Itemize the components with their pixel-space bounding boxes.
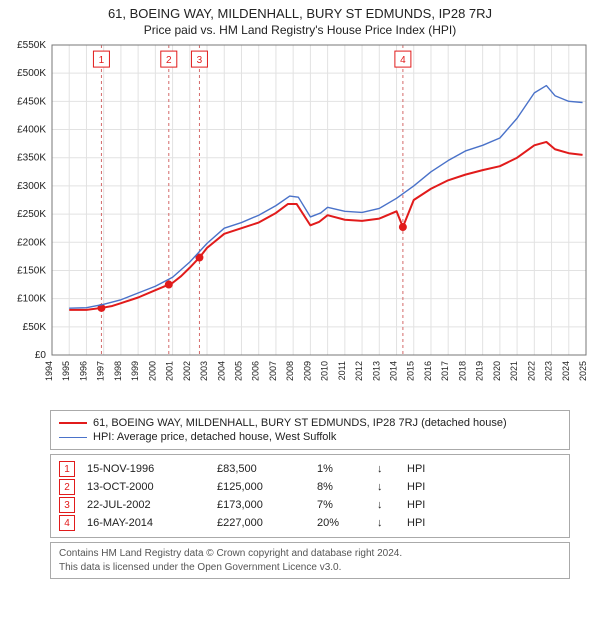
svg-text:2000: 2000 [147, 361, 157, 381]
svg-text:2002: 2002 [182, 361, 192, 381]
arrow-down-icon: ↓ [377, 463, 407, 475]
svg-text:£400K: £400K [17, 125, 46, 136]
event-row: 4 16-MAY-2014£227,00020%↓HPI [59, 515, 561, 531]
event-price: £125,000 [217, 481, 317, 493]
svg-text:2014: 2014 [389, 361, 399, 381]
svg-text:4: 4 [400, 55, 406, 66]
event-vs: HPI [407, 481, 561, 493]
arrow-down-icon: ↓ [377, 517, 407, 529]
event-date: 13-OCT-2000 [87, 481, 217, 493]
svg-text:1999: 1999 [130, 361, 140, 381]
svg-text:2001: 2001 [165, 361, 175, 381]
svg-text:2010: 2010 [320, 361, 330, 381]
events-table: 115-NOV-1996£83,5001%↓HPI213-OCT-2000£12… [50, 454, 570, 538]
svg-text:2009: 2009 [302, 361, 312, 381]
title-subtitle: Price paid vs. HM Land Registry's House … [10, 23, 590, 37]
svg-text:£250K: £250K [17, 209, 46, 220]
event-pct: 20% [317, 517, 377, 529]
svg-text:£50K: £50K [23, 322, 47, 333]
svg-text:2018: 2018 [457, 361, 467, 381]
legend: 61, BOEING WAY, MILDENHALL, BURY ST EDMU… [50, 410, 570, 450]
svg-text:2022: 2022 [526, 361, 536, 381]
svg-text:2025: 2025 [578, 361, 588, 381]
arrow-down-icon: ↓ [377, 481, 407, 493]
event-marker: 1 [59, 461, 75, 477]
chart-svg: £0 £50K £100K £150K £200K £250K £300K £350K £400… [0, 39, 600, 399]
svg-text:2006: 2006 [251, 361, 261, 381]
svg-text:2015: 2015 [406, 361, 416, 381]
event-marker: 4 [59, 515, 75, 531]
svg-text:3: 3 [197, 55, 203, 66]
event-marker: 3 [59, 497, 75, 513]
svg-text:£0: £0 [35, 350, 47, 361]
svg-text:£550K: £550K [17, 40, 46, 51]
svg-text:1995: 1995 [61, 361, 71, 381]
svg-text:2008: 2008 [285, 361, 295, 381]
legend-label: 61, BOEING WAY, MILDENHALL, BURY ST EDMU… [93, 417, 507, 429]
event-vs: HPI [407, 517, 561, 529]
event-date: 15-NOV-1996 [87, 463, 217, 475]
svg-text:2020: 2020 [492, 361, 502, 381]
svg-text:2011: 2011 [337, 361, 347, 380]
legend-label: HPI: Average price, detached house, West… [93, 431, 336, 443]
event-pct: 1% [317, 463, 377, 475]
svg-text:2016: 2016 [423, 361, 433, 381]
event-date: 16-MAY-2014 [87, 517, 217, 529]
svg-text:£500K: £500K [17, 68, 46, 79]
event-pct: 8% [317, 481, 377, 493]
svg-text:£100K: £100K [17, 294, 46, 305]
svg-text:£200K: £200K [17, 237, 46, 248]
svg-text:1994: 1994 [44, 361, 54, 381]
event-date: 22-JUL-2002 [87, 499, 217, 511]
event-price: £227,000 [217, 517, 317, 529]
footer-line-1: Contains HM Land Registry data © Crown c… [59, 547, 561, 561]
svg-text:2023: 2023 [544, 361, 554, 381]
attribution-footer: Contains HM Land Registry data © Crown c… [50, 542, 570, 579]
page-root: 61, BOEING WAY, MILDENHALL, BURY ST EDMU… [0, 0, 600, 579]
footer-line-2: This data is licensed under the Open Gov… [59, 561, 561, 575]
svg-text:£150K: £150K [17, 265, 46, 276]
svg-text:2003: 2003 [199, 361, 209, 381]
svg-text:2: 2 [166, 55, 172, 66]
svg-text:2019: 2019 [475, 361, 485, 381]
svg-text:£350K: £350K [17, 153, 46, 164]
svg-text:2007: 2007 [268, 361, 278, 381]
legend-swatch [59, 422, 87, 424]
svg-text:2024: 2024 [561, 361, 571, 381]
svg-text:2021: 2021 [509, 361, 519, 381]
svg-text:1998: 1998 [113, 361, 123, 381]
arrow-down-icon: ↓ [377, 499, 407, 511]
event-row: 3 22-JUL-2002£173,0007%↓HPI [59, 497, 561, 513]
svg-text:1: 1 [99, 55, 105, 66]
svg-text:2012: 2012 [354, 361, 364, 381]
svg-text:2004: 2004 [216, 361, 226, 381]
svg-text:£450K: £450K [17, 96, 46, 107]
svg-text:2005: 2005 [233, 361, 243, 381]
svg-text:1997: 1997 [96, 361, 106, 381]
title-address: 61, BOEING WAY, MILDENHALL, BURY ST EDMU… [10, 6, 590, 21]
legend-row: HPI: Average price, detached house, West… [59, 431, 561, 443]
event-price: £83,500 [217, 463, 317, 475]
event-row: 1 15-NOV-1996£83,5001%↓HPI [59, 461, 561, 477]
event-vs: HPI [407, 499, 561, 511]
event-vs: HPI [407, 463, 561, 475]
event-price: £173,000 [217, 499, 317, 511]
legend-row: 61, BOEING WAY, MILDENHALL, BURY ST EDMU… [59, 417, 561, 429]
svg-text:2017: 2017 [440, 361, 450, 381]
event-marker: 2 [59, 479, 75, 495]
svg-text:1996: 1996 [78, 361, 88, 381]
chart-titles: 61, BOEING WAY, MILDENHALL, BURY ST EDMU… [0, 0, 600, 39]
event-row: 2 13-OCT-2000£125,0008%↓HPI [59, 479, 561, 495]
legend-swatch [59, 437, 87, 438]
svg-text:£300K: £300K [17, 181, 46, 192]
event-pct: 7% [317, 499, 377, 511]
svg-text:2013: 2013 [371, 361, 381, 381]
chart: £0 £50K £100K £150K £200K £250K £300K £350K £400… [0, 39, 600, 404]
